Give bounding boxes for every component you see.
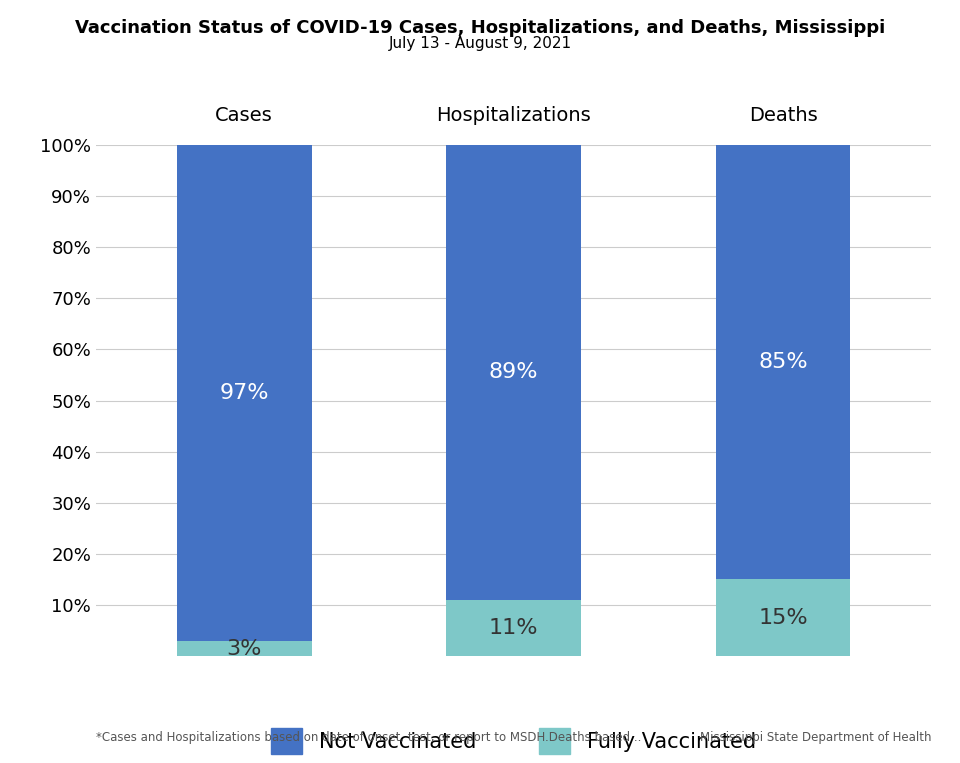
Bar <box>715 145 851 580</box>
Text: Deaths: Deaths <box>749 105 817 124</box>
Bar <box>177 145 312 641</box>
Text: July 13 - August 9, 2021: July 13 - August 9, 2021 <box>389 36 571 51</box>
Bar <box>446 145 581 600</box>
Text: *Cases and Hospitalizations based on date of onset, test, or report to MSDH.Deat: *Cases and Hospitalizations based on dat… <box>96 731 641 744</box>
Legend: Not Vaccinated, Fully Vaccinated: Not Vaccinated, Fully Vaccinated <box>261 718 766 763</box>
Text: 85%: 85% <box>758 353 807 372</box>
Text: Mississippi State Department of Health: Mississippi State Department of Health <box>700 731 931 744</box>
Text: Vaccination Status of COVID-19 Cases, Hospitalizations, and Deaths, Mississippi: Vaccination Status of COVID-19 Cases, Ho… <box>75 19 885 37</box>
Text: 3%: 3% <box>227 639 262 658</box>
Bar <box>715 580 851 656</box>
Text: 89%: 89% <box>489 362 539 382</box>
Text: 97%: 97% <box>220 383 269 403</box>
Bar <box>177 641 312 656</box>
Text: 15%: 15% <box>758 608 807 628</box>
Text: Cases: Cases <box>215 105 273 124</box>
Bar <box>446 600 581 656</box>
Text: Hospitalizations: Hospitalizations <box>436 105 591 124</box>
Text: 11%: 11% <box>489 618 539 638</box>
